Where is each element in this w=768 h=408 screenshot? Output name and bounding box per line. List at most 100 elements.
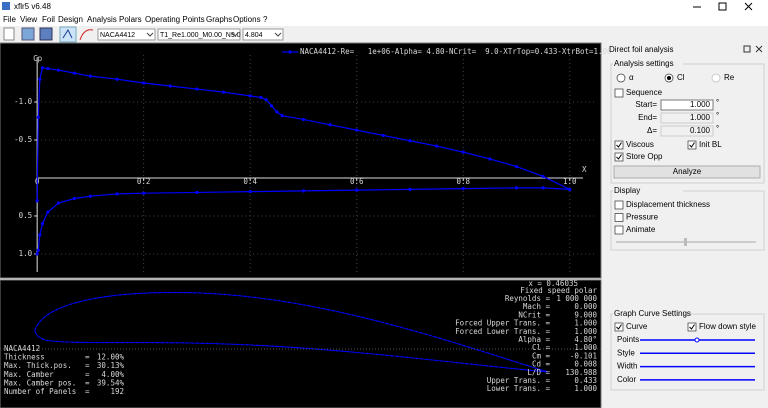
op-label: Cm = xyxy=(532,351,551,360)
radio-label: α xyxy=(629,73,634,82)
menu-item[interactable]: View xyxy=(20,15,37,24)
range-input[interactable] xyxy=(660,99,714,111)
combo-box[interactable] xyxy=(157,28,241,41)
menu-item[interactable]: Options xyxy=(233,15,261,24)
checkbox-mark xyxy=(616,324,622,330)
cp-point xyxy=(514,186,519,190)
y-axis-label: Cp xyxy=(33,54,43,63)
combo-arrow xyxy=(274,32,282,37)
cp-point xyxy=(88,74,93,78)
checkbox[interactable] xyxy=(614,152,624,162)
combo-box[interactable] xyxy=(242,28,284,41)
new-icon[interactable] xyxy=(3,27,15,41)
checkbox[interactable] xyxy=(614,88,624,98)
op-value: 4.80° xyxy=(574,335,597,344)
op-label: Cd = xyxy=(532,360,551,369)
foil-value: 30.13% xyxy=(97,361,125,370)
y-tick-label: -0.5 xyxy=(14,135,32,144)
checkbox[interactable] xyxy=(614,322,624,332)
range-unit: ° xyxy=(716,124,719,133)
cp-point xyxy=(461,187,465,191)
checkbox[interactable] xyxy=(687,322,697,332)
close-panel-button[interactable] xyxy=(755,45,763,53)
cp-point xyxy=(38,233,42,237)
range-input xyxy=(660,112,714,124)
op-value: 0.433 xyxy=(574,376,597,385)
checkbox[interactable] xyxy=(614,140,624,150)
window-title: xflr5 v6.48 xyxy=(14,2,51,11)
range-value: 1.000 xyxy=(690,100,711,109)
polar-type: Fixed speed polar xyxy=(520,286,597,295)
menu-item[interactable]: Design xyxy=(58,15,83,24)
polar-icon[interactable] xyxy=(79,29,94,41)
menu-item[interactable]: Analysis xyxy=(87,15,117,24)
op-value: 1.000 xyxy=(574,343,597,352)
range-label: Δ= xyxy=(647,126,657,135)
checkbox[interactable] xyxy=(687,140,697,150)
y-tick-label: -1.0 xyxy=(14,97,33,106)
menu-item[interactable]: File xyxy=(3,15,16,24)
x-tick-label: 1.0 xyxy=(563,177,577,186)
menu-item[interactable]: Operating Points xyxy=(145,15,205,24)
analyze-button[interactable] xyxy=(613,165,761,179)
menu-item[interactable]: Foil xyxy=(42,15,55,24)
float-button[interactable] xyxy=(743,45,751,53)
cp-point xyxy=(46,66,50,71)
combo-box[interactable] xyxy=(97,28,156,41)
group-title: Graph Curve Settings xyxy=(614,309,691,318)
menu-item[interactable]: ? xyxy=(263,15,268,24)
cp-point xyxy=(142,191,146,195)
op-value: 130.988 xyxy=(565,368,597,377)
op-value: -0.101 xyxy=(570,351,597,360)
cp-point xyxy=(168,84,172,88)
op-label: Lower Trans. = xyxy=(487,384,551,393)
group-title-bg xyxy=(613,60,683,68)
cp-point xyxy=(280,114,284,118)
app-icon xyxy=(2,2,10,10)
foil-label: Number of Panels xyxy=(4,387,76,396)
cp-point xyxy=(248,190,252,194)
combo-text: NACA4412 xyxy=(100,32,135,39)
radio-label: Re xyxy=(724,73,735,82)
save-icon[interactable] xyxy=(39,27,53,41)
op-label: Forced Lower Trans. = xyxy=(455,327,550,336)
cp-point xyxy=(541,174,545,179)
checkbox-label: Store Opp xyxy=(626,152,663,161)
op-label: Forced Upper Trans. = xyxy=(455,319,550,328)
op-value: 9.000 xyxy=(574,310,597,319)
close-button[interactable] xyxy=(744,2,753,11)
checkbox[interactable] xyxy=(614,213,624,222)
radio-button[interactable] xyxy=(616,73,626,83)
op-value: 0.008 xyxy=(574,360,597,369)
cp-point xyxy=(115,192,119,196)
checkbox[interactable] xyxy=(614,225,624,235)
foil-value: 192 xyxy=(110,387,124,396)
menu-item[interactable]: Polars xyxy=(119,15,142,24)
foil-value: 39.54% xyxy=(97,378,125,387)
cp-point xyxy=(56,68,61,72)
op-value: 0.000 xyxy=(574,302,597,311)
cp-point xyxy=(46,210,50,214)
radio-button xyxy=(711,73,721,83)
cp-point xyxy=(142,81,146,85)
group-title: Analysis settings xyxy=(614,59,674,68)
foil-sep: = xyxy=(85,353,90,362)
cp-curve xyxy=(36,67,571,201)
maximize-button[interactable] xyxy=(718,2,727,11)
slider-knob[interactable] xyxy=(684,238,687,246)
title-bar xyxy=(0,0,768,13)
open-icon[interactable] xyxy=(21,27,35,41)
toolbar-icons xyxy=(3,26,94,43)
cp-point xyxy=(541,186,545,190)
y-tick-label: 1.0 xyxy=(19,249,33,258)
foil-label: Max. Thick.pos. xyxy=(4,361,72,370)
group-title-bg xyxy=(613,187,683,195)
checkbox[interactable] xyxy=(614,200,624,210)
checkbox-label: Animate xyxy=(626,225,656,234)
analysis-icon[interactable] xyxy=(59,26,77,43)
points-knob[interactable] xyxy=(694,337,700,343)
foil-sep: = xyxy=(85,378,90,387)
cp-point xyxy=(269,104,274,108)
style-label: Color xyxy=(617,375,636,384)
menu-item[interactable]: Graphs xyxy=(206,15,232,24)
